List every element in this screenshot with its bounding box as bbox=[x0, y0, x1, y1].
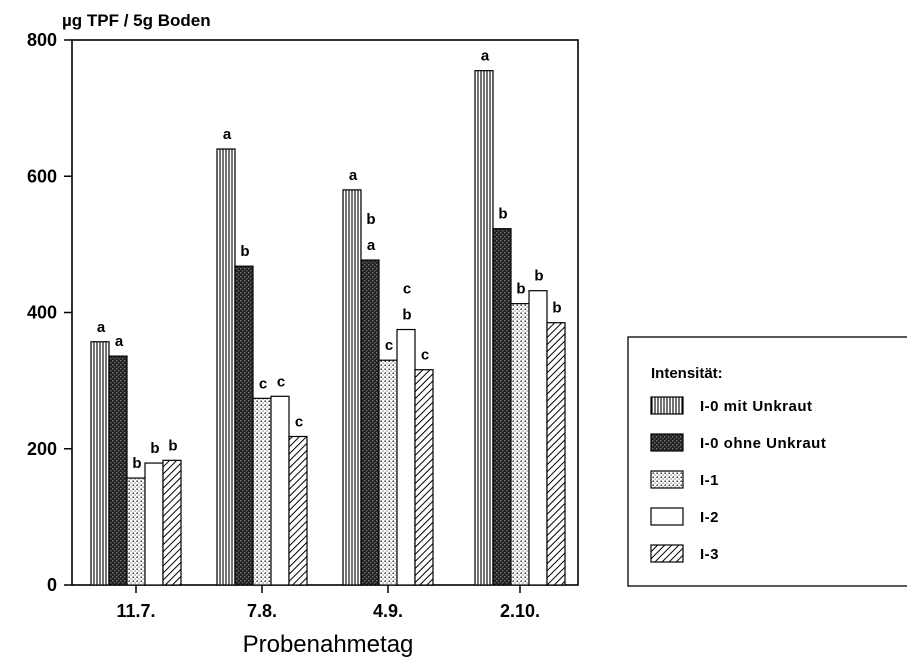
bar bbox=[288, 435, 308, 586]
legend-swatch bbox=[650, 396, 684, 415]
legend-label: I-0 mit Unkraut bbox=[700, 398, 813, 415]
y-tick-label: 600 bbox=[27, 166, 57, 186]
y-tick-label: 0 bbox=[47, 575, 57, 595]
bar bbox=[144, 462, 164, 586]
significance-label: b bbox=[366, 211, 375, 228]
bar bbox=[126, 477, 146, 586]
significance-label: b bbox=[402, 307, 411, 324]
significance-label: b bbox=[552, 300, 561, 317]
legend-label: I-2 bbox=[700, 509, 719, 526]
bar bbox=[342, 189, 362, 586]
x-axis-label: Probenahmetag bbox=[243, 631, 414, 658]
legend-swatch bbox=[650, 544, 684, 563]
bar bbox=[492, 228, 512, 586]
significance-label: b bbox=[150, 440, 159, 457]
legend: Intensität: I-0 mit Unkraut I-0 ohne Unkr… bbox=[627, 336, 907, 587]
bar bbox=[216, 148, 236, 586]
y-tick-label: 800 bbox=[27, 30, 57, 50]
legend-box bbox=[627, 336, 907, 587]
bar bbox=[546, 322, 566, 586]
bar bbox=[474, 70, 494, 586]
significance-label: b bbox=[498, 206, 507, 223]
bar bbox=[270, 395, 290, 586]
significance-label: b bbox=[534, 268, 543, 285]
significance-label: b bbox=[168, 437, 177, 454]
bar bbox=[510, 303, 530, 586]
bar bbox=[234, 265, 254, 586]
bar bbox=[252, 397, 272, 586]
significance-label: c bbox=[259, 375, 267, 392]
significance-label: a bbox=[97, 319, 106, 336]
y-axis-label: µg TPF / 5g Boden bbox=[62, 11, 211, 30]
x-axis: 11.7. 7.8. 4.9. 2.10. bbox=[116, 585, 540, 621]
bar bbox=[396, 328, 416, 586]
significance-label: b bbox=[240, 243, 249, 260]
y-tick-label: 400 bbox=[27, 303, 57, 323]
y-axis: 0 200 400 600 800 bbox=[27, 30, 72, 595]
significance-label: c bbox=[403, 281, 411, 298]
bar bbox=[360, 259, 380, 586]
legend-label: I-0 ohne Unkraut bbox=[700, 435, 826, 452]
legend-title: Intensität: bbox=[651, 365, 723, 382]
legend-swatch bbox=[650, 470, 684, 489]
significance-label: b bbox=[516, 281, 525, 298]
significance-label: a bbox=[481, 48, 490, 65]
significance-label: a bbox=[115, 333, 124, 350]
significance-label: a bbox=[349, 167, 358, 184]
significance-label: c bbox=[277, 373, 285, 390]
significance-label: b bbox=[132, 455, 141, 472]
significance-label: c bbox=[421, 347, 429, 364]
significance-label: c bbox=[385, 337, 393, 354]
bar bbox=[378, 359, 398, 586]
legend-label: I-1 bbox=[700, 472, 719, 489]
bar bbox=[528, 290, 548, 586]
bar bbox=[414, 369, 434, 586]
bar bbox=[108, 355, 128, 586]
bars bbox=[90, 70, 566, 586]
significance-label: c bbox=[295, 413, 303, 430]
x-tick-label: 7.8. bbox=[247, 601, 277, 621]
x-tick-label: 4.9. bbox=[373, 601, 403, 621]
legend-label: I-3 bbox=[700, 546, 719, 563]
significance-label: a bbox=[367, 237, 376, 254]
bar bbox=[90, 341, 110, 586]
x-tick-label: 11.7. bbox=[116, 601, 155, 621]
bar bbox=[162, 459, 182, 586]
y-tick-label: 200 bbox=[27, 439, 57, 459]
legend-swatch bbox=[650, 507, 684, 526]
legend-swatch bbox=[650, 433, 684, 452]
x-tick-label: 2.10. bbox=[500, 601, 540, 621]
significance-label: a bbox=[223, 126, 232, 143]
